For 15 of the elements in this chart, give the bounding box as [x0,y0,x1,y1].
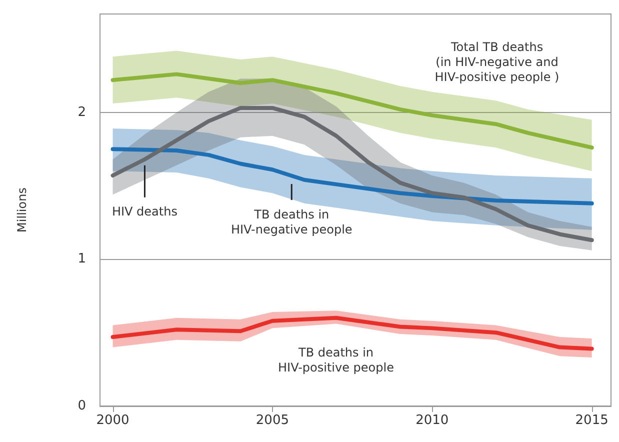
x-tick-label: 2010 [416,413,449,428]
annotation: HIV deaths [112,204,178,218]
line-series [110,106,594,242]
annotation: TB deaths in HIV-negative people [230,208,352,237]
line-series [110,72,594,150]
x-tick-label: 2015 [575,413,608,428]
y-tick-label: 2 [78,104,86,120]
x-tick-label: 2000 [96,413,130,428]
x-tick-label: 2005 [256,413,290,428]
y-tick-label: 1 [78,252,86,267]
line-series [110,147,594,206]
annotation: Total TB deaths (in HIV-negative and HIV-positive people ) [434,40,560,84]
y-axis-title: Millions [15,188,29,232]
y-tick-label: 0 [78,398,86,414]
annotation: TB deaths in HIV-positive people [278,346,394,374]
